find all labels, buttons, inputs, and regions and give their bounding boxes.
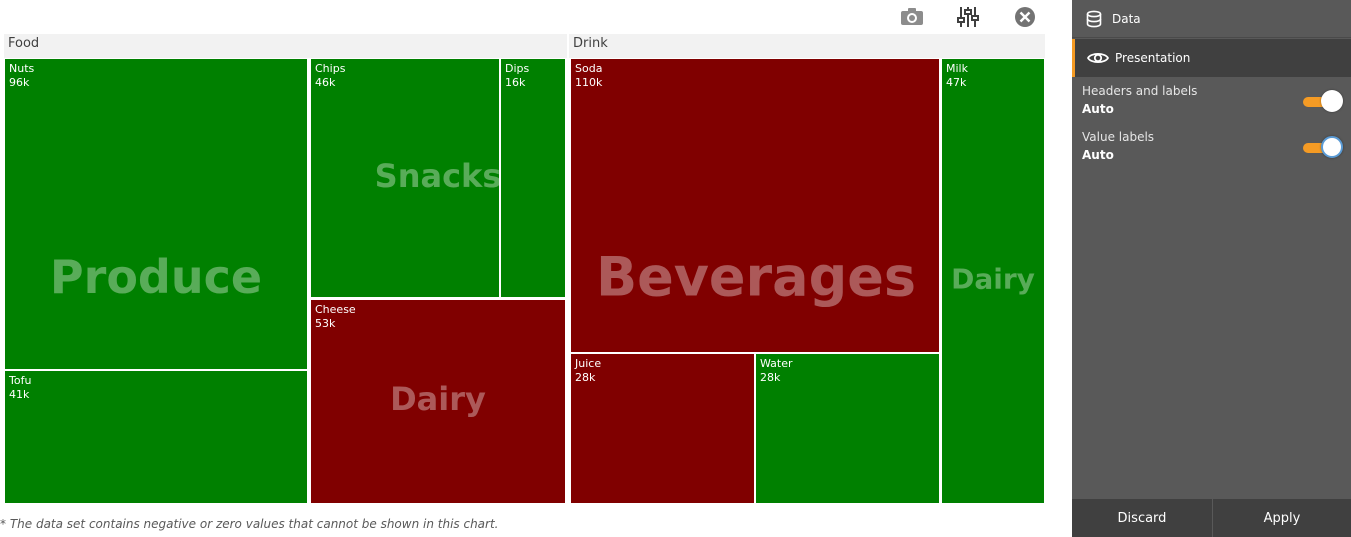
headers-labels-label: Headers and labels <box>1082 84 1198 98</box>
tile-value: 110k <box>575 76 603 89</box>
tile-value: 47k <box>946 76 967 89</box>
tile-water[interactable]: Water 28k <box>755 353 940 504</box>
tile-soda[interactable]: Soda 110k <box>570 58 940 353</box>
value-labels-toggle[interactable] <box>1303 136 1343 160</box>
data-tab[interactable]: Data <box>1072 0 1351 38</box>
presentation-tab[interactable]: Presentation <box>1072 39 1351 77</box>
database-icon <box>1086 10 1104 28</box>
tile-tofu[interactable]: Tofu 41k <box>4 370 308 504</box>
tile-chips[interactable]: Chips 46k <box>310 58 500 298</box>
tile-value: 53k <box>315 317 336 330</box>
tile-label: Tofu <box>9 374 32 387</box>
tile-label: Juice <box>575 357 602 370</box>
value-labels-value: Auto <box>1082 148 1114 162</box>
tile-value: 46k <box>315 76 336 89</box>
close-icon[interactable] <box>1011 4 1039 30</box>
sliders-icon[interactable] <box>954 4 982 30</box>
tile-value: 28k <box>760 371 781 384</box>
value-labels-label: Value labels <box>1082 130 1155 144</box>
presentation-tab-label: Presentation <box>1115 51 1191 65</box>
tile-label: Water <box>760 357 793 370</box>
discard-button[interactable]: Discard <box>1072 499 1212 537</box>
tile-value: 96k <box>9 76 30 89</box>
headers-labels-toggle[interactable] <box>1303 90 1343 114</box>
tile-dips[interactable]: Dips 16k <box>500 58 566 298</box>
category-label-beverages: Beverages <box>595 245 917 309</box>
camera-icon[interactable] <box>898 4 926 30</box>
treemap-chart: Food Drink Nuts 96k Tofu 41k Produce Chips 46k Di… <box>0 34 1070 504</box>
data-tab-label: Data <box>1112 11 1141 26</box>
tile-juice[interactable]: Juice 28k <box>570 353 755 504</box>
tile-label: Milk <box>946 62 968 75</box>
tile-label: Dips <box>505 62 530 75</box>
tile-label: Cheese <box>315 303 356 316</box>
tile-value: 28k <box>575 371 596 384</box>
chart-toolbar <box>0 0 1070 34</box>
tile-label: Nuts <box>9 62 35 75</box>
group-header-food[interactable]: Food <box>4 34 567 58</box>
tile-milk[interactable]: Milk 47k <box>941 58 1045 504</box>
category-label-snacks: Snacks <box>374 157 502 195</box>
tile-label: Soda <box>575 62 603 75</box>
category-label-produce: Produce <box>49 250 263 304</box>
tile-label: Chips <box>315 62 346 75</box>
category-label-dairy: Dairy <box>951 262 1035 296</box>
apply-button[interactable]: Apply <box>1213 499 1351 537</box>
group-header-drink[interactable]: Drink <box>569 34 1045 58</box>
eye-icon <box>1086 50 1110 66</box>
headers-labels-value: Auto <box>1082 102 1114 116</box>
tile-nuts[interactable]: Nuts 96k <box>4 58 308 370</box>
tile-value: 41k <box>9 388 30 401</box>
tile-cheese[interactable]: Cheese 53k <box>310 299 566 504</box>
category-label-dairy: Dairy <box>390 380 486 418</box>
tile-value: 16k <box>505 76 526 89</box>
chart-footnote: * The data set contains negative or zero… <box>0 517 499 531</box>
properties-panel: Data Presentation Headers and labels Aut… <box>1072 0 1351 537</box>
